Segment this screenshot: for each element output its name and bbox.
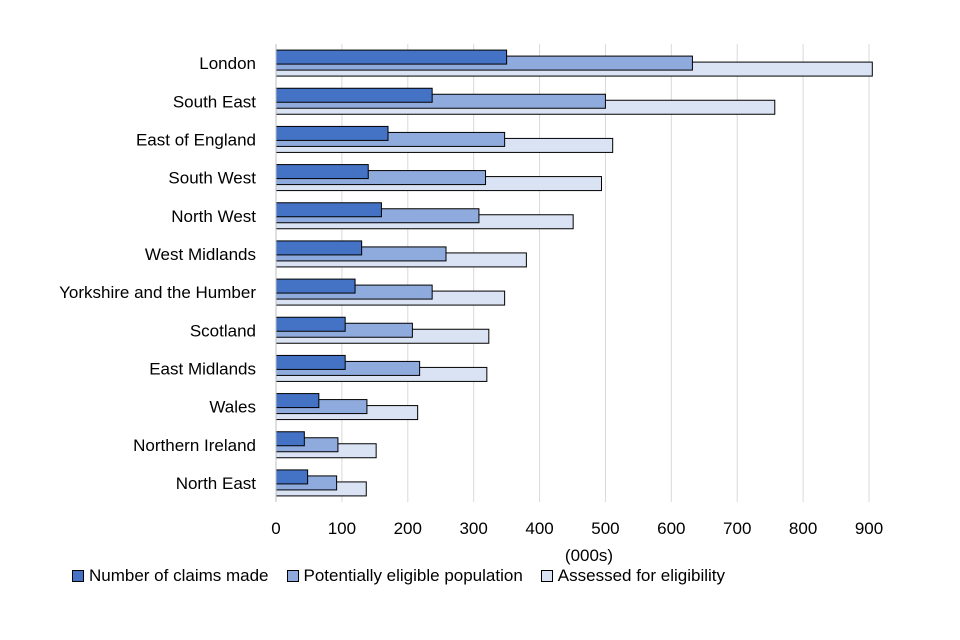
bars xyxy=(275,49,873,497)
y-tick-label: North West xyxy=(171,207,256,226)
bar xyxy=(275,316,346,332)
x-tick-label: 100 xyxy=(328,519,356,538)
y-tick-label: South West xyxy=(168,169,256,188)
legend: Number of claims made Potentially eligib… xyxy=(72,566,743,586)
x-tick-label: 800 xyxy=(789,519,817,538)
y-tick-label: Scotland xyxy=(190,321,256,340)
x-tick-label: 200 xyxy=(394,519,422,538)
x-tick-label: 700 xyxy=(723,519,751,538)
y-axis: London South East East of England South Wes… xyxy=(59,44,277,502)
gridlines xyxy=(341,44,870,502)
x-tick-label: 600 xyxy=(657,519,685,538)
legend-label-eligible: Potentially eligible population xyxy=(303,566,523,585)
x-tick-label: 400 xyxy=(525,519,553,538)
bar xyxy=(275,87,433,103)
legend-item-eligible: Potentially eligible population xyxy=(286,566,523,586)
legend-item-assessed: Assessed for eligibility xyxy=(540,566,726,586)
y-tick-label: North East xyxy=(176,474,257,493)
bar xyxy=(275,49,508,65)
y-tick-label: West Midlands xyxy=(145,245,256,264)
legend-item-claims: Number of claims made xyxy=(72,566,269,586)
legend-swatch-claims xyxy=(72,570,84,582)
x-tick-label: 0 xyxy=(271,519,280,538)
y-tick-label: East of England xyxy=(136,130,256,149)
bar xyxy=(275,164,369,180)
x-tick-labels: 0 100 200 300 400 500 600 700 800 900 xyxy=(271,519,883,538)
y-tick-label: East Midlands xyxy=(149,359,256,378)
legend-swatch-eligible xyxy=(286,570,299,582)
bar xyxy=(275,125,389,141)
bar xyxy=(275,278,356,294)
bar xyxy=(275,469,309,485)
legend-swatch-assessed xyxy=(540,570,553,582)
x-tick-label: 300 xyxy=(459,519,487,538)
y-tick-label: South East xyxy=(173,92,256,111)
y-tick-label: Wales xyxy=(209,398,256,417)
y-tick-label: Northern Ireland xyxy=(133,436,256,455)
legend-label-claims: Number of claims made xyxy=(89,566,269,585)
legend-label-assessed: Assessed for eligibility xyxy=(557,566,726,585)
bar xyxy=(275,354,346,370)
bar xyxy=(275,393,320,409)
x-tick-label: 900 xyxy=(855,519,883,538)
bar xyxy=(275,202,382,218)
x-axis-label: (000s) xyxy=(565,546,613,565)
y-tick-label: Yorkshire and the Humber xyxy=(59,283,256,302)
bar xyxy=(275,431,305,447)
y-tick-label: London xyxy=(199,54,256,73)
bar xyxy=(275,240,363,256)
x-tick-label: 500 xyxy=(591,519,619,538)
